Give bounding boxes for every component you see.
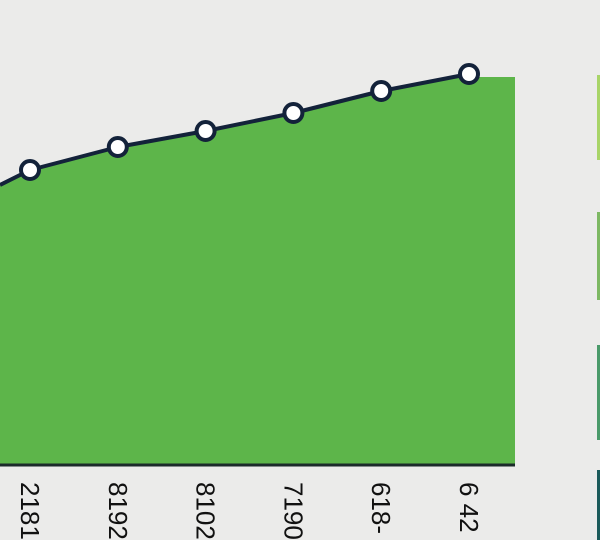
- data-point: [282, 102, 305, 124]
- x-tick-label: 8102: [191, 482, 221, 540]
- side-swatch: [597, 75, 600, 160]
- data-point: [458, 63, 480, 85]
- side-swatch: [597, 212, 600, 300]
- x-tick-label: 2181: [15, 482, 45, 540]
- side-swatch: [597, 470, 600, 540]
- data-point: [106, 136, 129, 158]
- data-point: [194, 120, 217, 142]
- x-tick-label: 618-: [366, 482, 396, 534]
- data-point: [19, 159, 41, 181]
- x-tick-label: 7190: [278, 482, 308, 540]
- data-point: [370, 80, 393, 102]
- side-swatch: [597, 345, 600, 440]
- x-tick-label: 8192: [103, 482, 133, 540]
- area-fill: [0, 74, 515, 465]
- x-tick-label: 6 42: [454, 482, 484, 533]
